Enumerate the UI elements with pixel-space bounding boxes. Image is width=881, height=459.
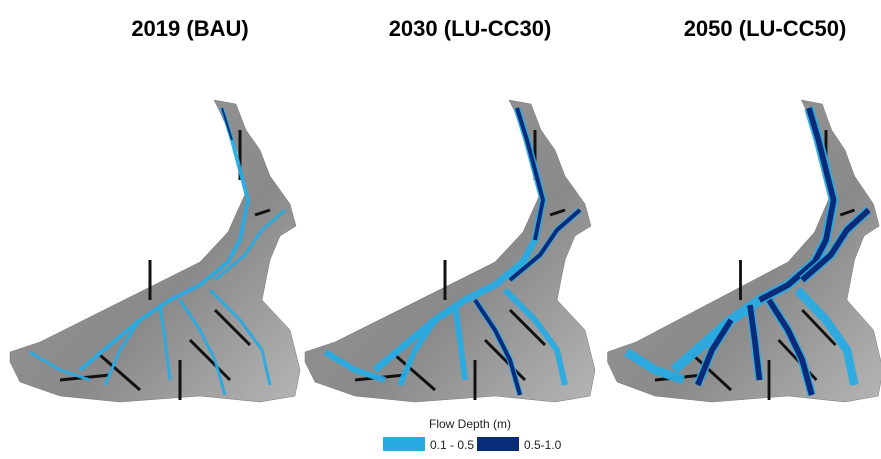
legend-swatch [477,437,519,451]
terrain [10,100,300,402]
panels [10,100,881,402]
map-panel [305,100,595,402]
legend-label: 0.1 - 0.5 [430,438,474,452]
map-panel [608,100,881,402]
map-panel [10,100,300,402]
terrain [305,100,595,402]
panel-title: 2030 (LU-CC30) [389,16,552,41]
legend: 0.1 - 0.5 0.5-1.0 [383,437,562,452]
legend-swatch [383,437,425,451]
legend-title: Flow Depth (m) [429,417,511,431]
terrain [608,100,881,402]
panel-title: 2050 (LU-CC50) [684,16,847,41]
figure: Flow Depth (m) 0.1 - 0.5 0.5-1.0 2019 (BA… [0,0,881,459]
panel-title: 2019 (BAU) [131,16,248,41]
legend-label: 0.5-1.0 [524,438,562,452]
